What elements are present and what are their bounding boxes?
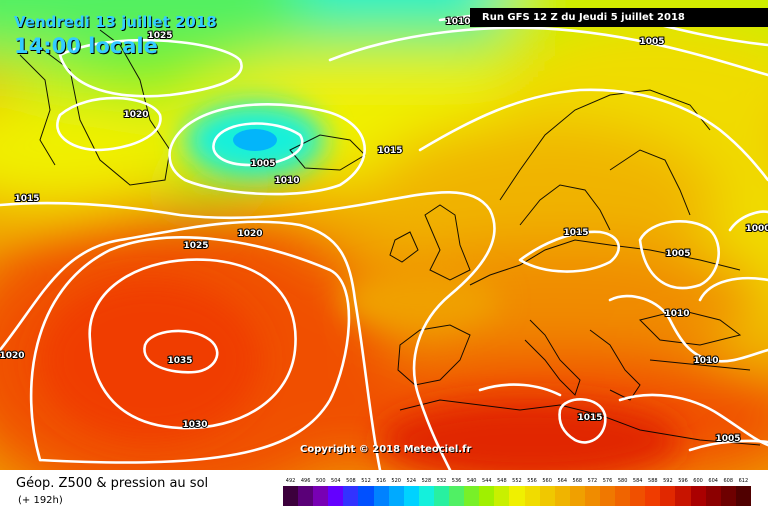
isobar-label: 1015 bbox=[14, 194, 39, 204]
legend-subtitle: (+ 192h) bbox=[18, 495, 63, 506]
isobar-label: 1010 bbox=[693, 356, 718, 366]
scale-label: 596 bbox=[678, 478, 688, 484]
scale-label: 604 bbox=[708, 478, 718, 484]
scale-label: 524 bbox=[406, 478, 417, 484]
isobar-label: 1000 bbox=[745, 224, 768, 234]
scale-swatch bbox=[313, 486, 329, 506]
scale-swatch bbox=[343, 486, 359, 506]
legend-title: Géop. Z500 & pression au sol bbox=[16, 476, 209, 491]
isobar-label: 1025 bbox=[147, 31, 172, 41]
scale-labels: 492 496 500 504 508 512 516 520 524 528 532 536 540 5… bbox=[283, 478, 751, 484]
run-info: Run GFS 12 Z du Jeudi 5 juillet 2018 bbox=[470, 8, 768, 27]
scale-label: 504 bbox=[331, 478, 341, 484]
scale-swatch bbox=[328, 486, 344, 506]
isobar-label: 1005 bbox=[639, 37, 664, 47]
scale-label: 536 bbox=[451, 478, 462, 484]
isobar-label: 1005 bbox=[250, 159, 275, 169]
scale-swatch bbox=[479, 486, 495, 506]
scale-swatch bbox=[494, 486, 510, 506]
isobar-label: 1015 bbox=[377, 146, 402, 156]
geopotential-field: 1025 1010 1005 1020 1005 1010 1015 1015 1025 1020… bbox=[0, 0, 768, 470]
scale-label: 584 bbox=[632, 478, 643, 484]
scale-label: 564 bbox=[557, 478, 567, 484]
isobar-label: 1025 bbox=[183, 241, 208, 251]
scale-label: 580 bbox=[617, 478, 628, 484]
scale-label: 520 bbox=[391, 478, 401, 484]
scale-swatch bbox=[720, 486, 736, 506]
scale-label: 608 bbox=[723, 478, 734, 484]
scale-swatch bbox=[373, 486, 389, 506]
scale-swatch bbox=[433, 486, 450, 506]
isobar-label: 1020 bbox=[0, 351, 25, 361]
scale-label: 572 bbox=[587, 478, 598, 484]
scale-swatch bbox=[403, 486, 419, 506]
scale-swatch bbox=[569, 486, 585, 506]
scale-swatch bbox=[388, 486, 404, 506]
scale-swatch bbox=[645, 486, 661, 506]
color-scale: 492 496 500 504 508 512 516 520 524 528 532 536 540 5… bbox=[283, 478, 751, 506]
coastlines bbox=[19, 29, 761, 446]
scale-label: 548 bbox=[497, 478, 507, 484]
scale-swatch bbox=[599, 486, 616, 506]
isobar-label: 1005 bbox=[665, 249, 690, 259]
scale-swatch bbox=[509, 486, 525, 506]
scale-label: 612 bbox=[738, 478, 749, 484]
isobar-labels: 1025 1010 1005 1020 1005 1010 1015 1015 1025 1020… bbox=[0, 16, 768, 445]
scale-bar bbox=[283, 486, 751, 506]
isobar-label: 1010 bbox=[445, 17, 470, 27]
scale-swatch bbox=[298, 486, 314, 506]
scale-swatch bbox=[449, 486, 465, 506]
scale-swatch bbox=[675, 486, 691, 506]
scale-label: 500 bbox=[315, 478, 326, 484]
scale-swatch bbox=[283, 486, 299, 506]
scale-swatch bbox=[554, 486, 570, 506]
isobar-label: 1030 bbox=[182, 420, 207, 430]
isobar-label: 1035 bbox=[167, 356, 192, 366]
scale-label: 552 bbox=[512, 478, 522, 484]
scale-swatch bbox=[615, 486, 631, 506]
scale-swatch bbox=[690, 486, 706, 506]
isobar-label: 1005 bbox=[715, 434, 740, 444]
isobar-label: 1010 bbox=[664, 309, 689, 319]
copyright-notice: Copyright © 2018 Meteociel.fr bbox=[300, 444, 472, 455]
scale-swatch bbox=[524, 486, 540, 506]
scale-label: 508 bbox=[346, 478, 356, 484]
scale-label: 544 bbox=[481, 478, 492, 484]
scale-swatch bbox=[358, 486, 374, 506]
scale-label: 588 bbox=[648, 478, 658, 484]
scale-label: 512 bbox=[361, 478, 371, 484]
scale-swatch bbox=[539, 486, 555, 506]
scale-label: 516 bbox=[376, 478, 386, 484]
scale-swatch bbox=[630, 486, 646, 506]
scale-label: 492 bbox=[285, 478, 296, 484]
scale-swatch bbox=[464, 486, 480, 506]
scale-swatch bbox=[705, 486, 721, 506]
isobars bbox=[0, 8, 768, 470]
isobar-label: 1020 bbox=[237, 229, 262, 239]
scale-label: 568 bbox=[572, 478, 583, 484]
scale-label: 600 bbox=[693, 478, 703, 484]
scale-swatch bbox=[584, 486, 600, 506]
scale-swatch bbox=[418, 486, 434, 506]
scale-swatch bbox=[735, 486, 751, 506]
isobar-label: 1015 bbox=[577, 413, 602, 423]
scale-label: 556 bbox=[527, 478, 537, 484]
scale-label: 576 bbox=[602, 478, 613, 484]
weather-map: 1025 1010 1005 1020 1005 1010 1015 1015 1025 1020… bbox=[0, 0, 768, 470]
scale-label: 592 bbox=[663, 478, 673, 484]
isobar-label: 1015 bbox=[563, 228, 588, 238]
forecast-time: 14:00 locale bbox=[14, 34, 158, 58]
isobar-label: 1010 bbox=[274, 176, 299, 186]
scale-label: 528 bbox=[421, 478, 432, 484]
scale-label: 560 bbox=[542, 478, 552, 484]
scale-label: 540 bbox=[466, 478, 477, 484]
forecast-date: Vendredi 13 juillet 2018 bbox=[14, 13, 217, 31]
scale-label: 532 bbox=[436, 478, 447, 484]
isobar-label: 1020 bbox=[123, 110, 148, 120]
scale-swatch bbox=[660, 486, 676, 506]
legend-footer: Géop. Z500 & pression au sol (+ 192h) 49… bbox=[0, 470, 768, 512]
scale-label: 496 bbox=[300, 478, 311, 484]
